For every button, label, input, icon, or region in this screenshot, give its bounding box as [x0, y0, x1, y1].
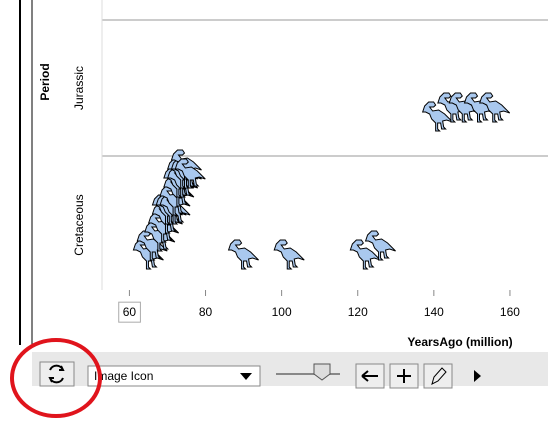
- x-tick-label: 100: [272, 305, 292, 319]
- x-tick-label: 140: [424, 305, 444, 319]
- x-tick-label: 160: [500, 305, 520, 319]
- x-tick-label: 120: [348, 305, 368, 319]
- dropdown-label: Image Icon: [94, 369, 153, 383]
- y-category-label: Cretaceous: [72, 194, 86, 255]
- screen: Period YearsAgo (million) 60 80 100 120 140 1…: [0, 0, 548, 425]
- x-axis-label: YearsAgo (million): [407, 335, 512, 349]
- y-axis-label: Period: [38, 63, 52, 100]
- pencil-button[interactable]: [424, 364, 452, 388]
- x-tick-label: 60: [123, 305, 137, 319]
- x-tick-label: 80: [199, 305, 213, 319]
- y-category-label: Jurassic: [72, 66, 86, 110]
